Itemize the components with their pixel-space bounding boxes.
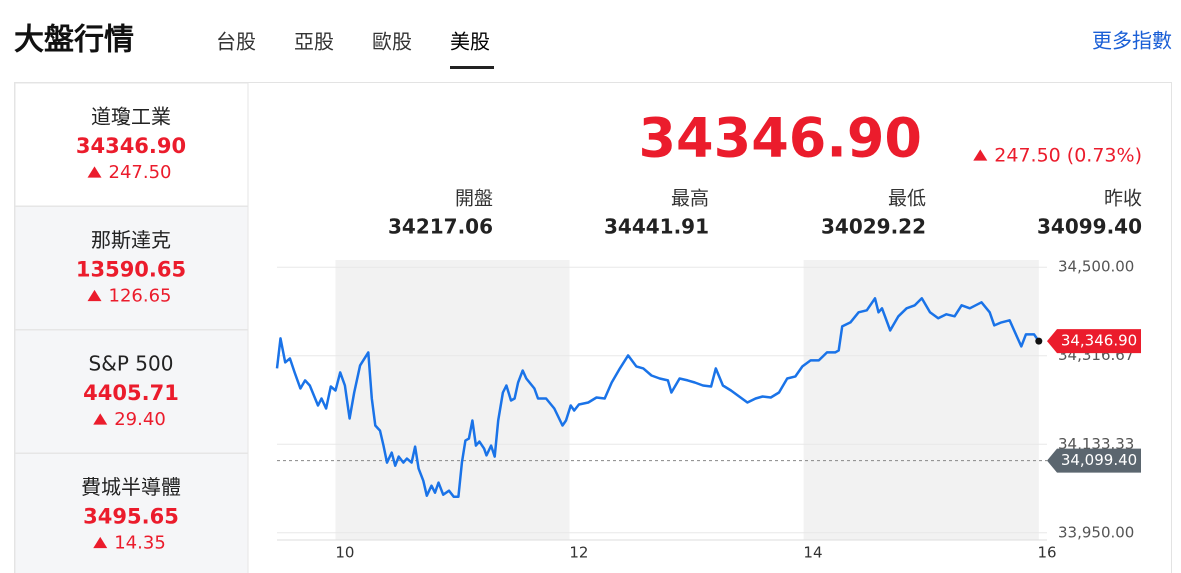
quote-change: 247.50 (0.73%)	[994, 145, 1142, 167]
index-name: 費城半導體	[81, 475, 181, 499]
index-name: 那斯達克	[91, 228, 171, 252]
up-icon	[87, 166, 102, 178]
index-item[interactable]	[14, 206, 249, 330]
stat-label: 昨收	[1104, 188, 1142, 210]
index-price: 13590.65	[76, 258, 186, 282]
index-change: 126.65	[109, 286, 172, 307]
page-title: 大盤行情	[14, 23, 134, 58]
index-price: 4405.71	[83, 381, 179, 405]
index-name: S&P 500	[89, 352, 174, 376]
last-price-tag	[1047, 329, 1141, 354]
last-point	[1035, 337, 1043, 345]
stat-label: 最低	[888, 188, 926, 210]
y-tick-label: 34,500.00	[1058, 258, 1134, 276]
tab[interactable]: 亞股	[294, 30, 334, 54]
x-tick-label: 16	[1037, 544, 1056, 562]
index-change: 14.35	[114, 533, 166, 554]
last-price-tag-label: 34,346.90	[1061, 332, 1137, 350]
up-icon	[87, 289, 102, 302]
stat-value: 34029.22	[821, 215, 926, 239]
y-tick-label: 33,950.00	[1058, 523, 1134, 541]
tab[interactable]: 台股	[216, 30, 256, 54]
index-item[interactable]	[14, 453, 249, 573]
x-tick-label: 10	[335, 544, 354, 562]
session-band	[335, 260, 570, 540]
tab-underline	[450, 66, 494, 69]
stat-label: 開盤	[455, 188, 493, 210]
index-name: 道瓊工業	[91, 105, 171, 129]
x-tick-label: 14	[803, 544, 822, 562]
up-icon	[973, 149, 988, 161]
more-link[interactable]: 更多指數	[1092, 29, 1172, 53]
up-icon	[93, 413, 108, 425]
index-change: 247.50	[109, 162, 172, 183]
index-change: 29.40	[114, 409, 166, 430]
index-item[interactable]	[14, 329, 249, 454]
prev-close-tag	[1047, 448, 1141, 473]
prev-close-tag-label: 34,099.40	[1061, 451, 1137, 469]
up-icon	[93, 536, 108, 549]
tab[interactable]: 歐股	[372, 30, 412, 54]
x-tick-label: 12	[569, 544, 588, 562]
index-price: 34346.90	[76, 134, 186, 158]
index-item[interactable]	[14, 82, 249, 207]
session-band	[803, 260, 1039, 540]
stat-label: 最高	[671, 188, 709, 210]
stat-value: 34217.06	[388, 215, 493, 239]
stat-value: 34441.91	[604, 215, 709, 239]
y-tick-label: 34,133.33	[1058, 435, 1134, 453]
tab[interactable]: 美股	[450, 30, 490, 54]
index-price: 3495.65	[83, 505, 179, 529]
stat-value: 34099.40	[1037, 215, 1142, 239]
quote-price: 34346.90	[638, 107, 922, 170]
price-line	[275, 297, 1040, 498]
